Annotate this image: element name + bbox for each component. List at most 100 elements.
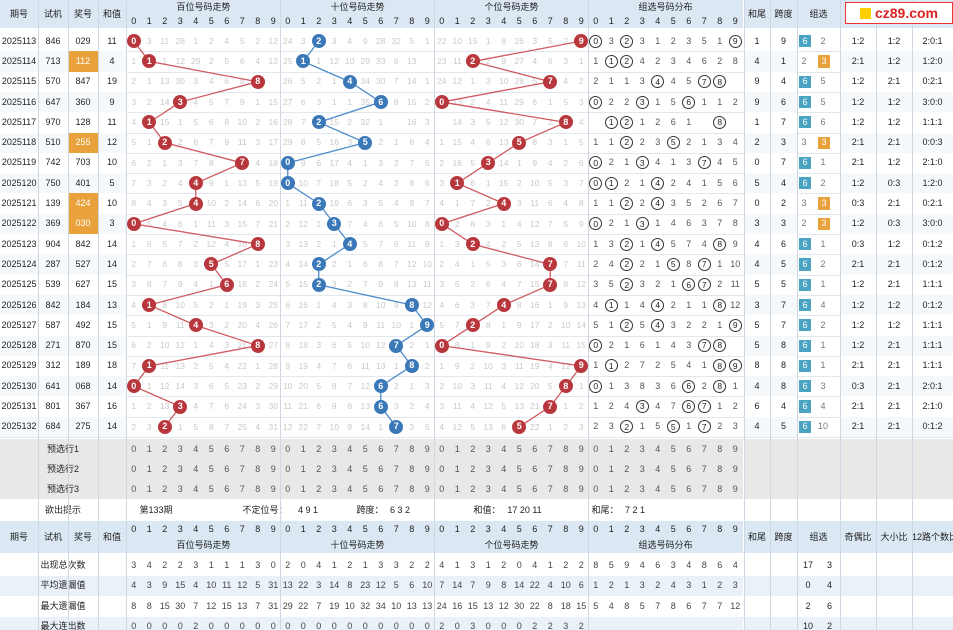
select-digit-grp[interactable]: 0 bbox=[588, 439, 604, 459]
select-digit-grp[interactable]: 9 bbox=[727, 459, 743, 479]
site-logo[interactable]: cz89.com bbox=[845, 2, 953, 24]
select-digit-tens[interactable]: 3 bbox=[326, 459, 342, 479]
select-digit-tens[interactable]: 2 bbox=[311, 459, 327, 479]
select-digit-grp[interactable]: 2 bbox=[619, 439, 635, 459]
select-digit-grp[interactable]: 3 bbox=[634, 479, 650, 499]
select-digit-ones[interactable]: 4 bbox=[496, 479, 512, 499]
select-digit-grp[interactable]: 6 bbox=[681, 459, 697, 479]
select-digit-ones[interactable]: 9 bbox=[573, 459, 589, 479]
select-digit-grp[interactable]: 7 bbox=[696, 479, 712, 499]
select-digit-tens[interactable]: 7 bbox=[388, 459, 404, 479]
select-digit-grp[interactable]: 7 bbox=[696, 459, 712, 479]
select-digit-hund[interactable]: 4 bbox=[188, 459, 204, 479]
select-digit-hund[interactable]: 1 bbox=[141, 459, 157, 479]
select-digit-grp[interactable]: 5 bbox=[665, 479, 681, 499]
select-digit-grp[interactable]: 0 bbox=[588, 479, 604, 499]
select-digit-ones[interactable]: 8 bbox=[558, 439, 574, 459]
select-digit-ones[interactable]: 7 bbox=[542, 439, 558, 459]
select-digit-hund[interactable]: 6 bbox=[219, 439, 235, 459]
select-digit-tens[interactable]: 6 bbox=[373, 439, 389, 459]
select-digit-grp[interactable]: 5 bbox=[665, 459, 681, 479]
select-digit-tens[interactable]: 0 bbox=[280, 439, 296, 459]
select-digit-ones[interactable]: 7 bbox=[542, 459, 558, 479]
select-digit-ones[interactable]: 6 bbox=[527, 459, 543, 479]
select-digit-tens[interactable]: 4 bbox=[342, 439, 358, 459]
select-digit-grp[interactable]: 2 bbox=[619, 459, 635, 479]
select-digit-hund[interactable]: 2 bbox=[157, 439, 173, 459]
select-digit-tens[interactable]: 1 bbox=[295, 479, 311, 499]
select-digit-hund[interactable]: 5 bbox=[203, 459, 219, 479]
select-digit-ones[interactable]: 2 bbox=[465, 439, 481, 459]
select-digit-ones[interactable]: 1 bbox=[449, 459, 465, 479]
select-digit-tens[interactable]: 4 bbox=[342, 459, 358, 479]
select-digit-grp[interactable]: 0 bbox=[588, 459, 604, 479]
select-digit-ones[interactable]: 8 bbox=[558, 459, 574, 479]
select-digit-tens[interactable]: 0 bbox=[280, 459, 296, 479]
select-digit-hund[interactable]: 6 bbox=[219, 459, 235, 479]
select-digit-tens[interactable]: 4 bbox=[342, 479, 358, 499]
select-digit-grp[interactable]: 9 bbox=[727, 479, 743, 499]
select-digit-ones[interactable]: 4 bbox=[496, 439, 512, 459]
select-digit-ones[interactable]: 7 bbox=[542, 479, 558, 499]
select-digit-grp[interactable]: 9 bbox=[727, 439, 743, 459]
select-digit-tens[interactable]: 7 bbox=[388, 479, 404, 499]
select-digit-ones[interactable]: 5 bbox=[511, 439, 527, 459]
select-digit-grp[interactable]: 4 bbox=[650, 479, 666, 499]
select-digit-hund[interactable]: 8 bbox=[250, 439, 266, 459]
select-digit-grp[interactable]: 1 bbox=[603, 459, 619, 479]
select-digit-tens[interactable]: 9 bbox=[419, 479, 435, 499]
select-digit-ones[interactable]: 5 bbox=[511, 459, 527, 479]
select-digit-ones[interactable]: 3 bbox=[480, 439, 496, 459]
select-digit-ones[interactable]: 2 bbox=[465, 479, 481, 499]
select-digit-grp[interactable]: 8 bbox=[712, 479, 728, 499]
select-digit-tens[interactable]: 2 bbox=[311, 479, 327, 499]
select-digit-ones[interactable]: 5 bbox=[511, 479, 527, 499]
select-digit-grp[interactable]: 2 bbox=[619, 479, 635, 499]
select-digit-tens[interactable]: 5 bbox=[357, 459, 373, 479]
select-digit-tens[interactable]: 1 bbox=[295, 439, 311, 459]
select-digit-ones[interactable]: 0 bbox=[434, 479, 450, 499]
select-digit-hund[interactable]: 2 bbox=[157, 479, 173, 499]
select-digit-tens[interactable]: 7 bbox=[388, 439, 404, 459]
select-digit-ones[interactable]: 3 bbox=[480, 479, 496, 499]
select-digit-ones[interactable]: 6 bbox=[527, 479, 543, 499]
select-digit-grp[interactable]: 1 bbox=[603, 439, 619, 459]
select-digit-hund[interactable]: 4 bbox=[188, 439, 204, 459]
select-digit-hund[interactable]: 3 bbox=[172, 439, 188, 459]
select-digit-hund[interactable]: 5 bbox=[203, 439, 219, 459]
select-digit-hund[interactable]: 8 bbox=[250, 459, 266, 479]
select-digit-ones[interactable]: 1 bbox=[449, 479, 465, 499]
select-digit-hund[interactable]: 1 bbox=[141, 479, 157, 499]
select-digit-hund[interactable]: 6 bbox=[219, 479, 235, 499]
select-digit-grp[interactable]: 8 bbox=[712, 439, 728, 459]
select-digit-hund[interactable]: 7 bbox=[234, 479, 250, 499]
select-digit-tens[interactable]: 6 bbox=[373, 459, 389, 479]
select-digit-hund[interactable]: 8 bbox=[250, 479, 266, 499]
select-digit-hund[interactable]: 5 bbox=[203, 479, 219, 499]
select-digit-grp[interactable]: 1 bbox=[603, 479, 619, 499]
select-digit-ones[interactable]: 9 bbox=[573, 479, 589, 499]
select-digit-hund[interactable]: 2 bbox=[157, 459, 173, 479]
select-digit-ones[interactable]: 8 bbox=[558, 479, 574, 499]
select-digit-tens[interactable]: 3 bbox=[326, 479, 342, 499]
select-digit-ones[interactable]: 0 bbox=[434, 439, 450, 459]
select-digit-hund[interactable]: 7 bbox=[234, 439, 250, 459]
select-digit-ones[interactable]: 0 bbox=[434, 459, 450, 479]
select-digit-tens[interactable]: 5 bbox=[357, 479, 373, 499]
select-digit-ones[interactable]: 6 bbox=[527, 439, 543, 459]
select-digit-hund[interactable]: 1 bbox=[141, 439, 157, 459]
select-digit-tens[interactable]: 8 bbox=[404, 439, 420, 459]
select-digit-tens[interactable]: 9 bbox=[419, 439, 435, 459]
select-digit-hund[interactable]: 3 bbox=[172, 479, 188, 499]
select-digit-grp[interactable]: 4 bbox=[650, 439, 666, 459]
select-digit-hund[interactable]: 0 bbox=[126, 479, 142, 499]
select-digit-tens[interactable]: 8 bbox=[404, 459, 420, 479]
select-digit-grp[interactable]: 6 bbox=[681, 479, 697, 499]
select-digit-hund[interactable]: 9 bbox=[265, 439, 281, 459]
select-digit-ones[interactable]: 2 bbox=[465, 459, 481, 479]
select-digit-hund[interactable]: 4 bbox=[188, 479, 204, 499]
select-digit-tens[interactable]: 9 bbox=[419, 459, 435, 479]
select-digit-ones[interactable]: 4 bbox=[496, 459, 512, 479]
select-digit-grp[interactable]: 3 bbox=[634, 459, 650, 479]
select-digit-tens[interactable]: 6 bbox=[373, 479, 389, 499]
